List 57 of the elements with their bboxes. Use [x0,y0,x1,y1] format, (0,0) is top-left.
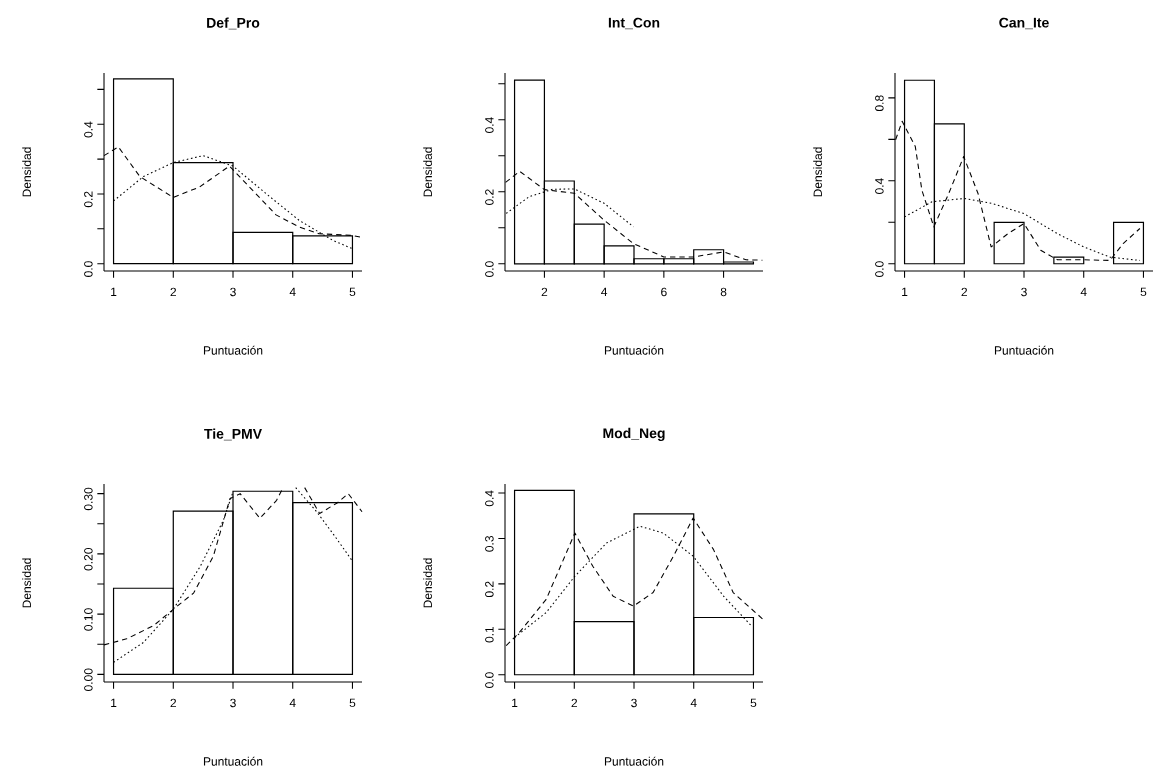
chart-title: Int_Con [608,17,660,30]
y-tick-label: 0.4 [875,178,884,195]
x-tick-label: 6 [661,287,667,297]
x-tick-label: 3 [1021,287,1027,297]
y-tick-label: 0.10 [84,608,93,631]
x-tick-label: 2 [961,287,968,297]
x-axis-title: Puntuación [203,756,263,766]
y-tick-label: 0.3 [485,536,494,552]
x-axis-title: Puntuación [203,345,263,355]
x-tick-label: 1 [111,287,117,296]
x-tick-label: 8 [720,287,727,297]
x-tick-label: 2 [170,287,177,297]
y-tick-label: 0.20 [84,548,93,571]
x-tick-label: 5 [349,698,356,708]
x-tick-label: 2 [571,698,578,708]
y-tick-label: 0.0 [875,261,884,277]
y-axis-title: Densidad [22,147,32,197]
y-tick-label: 0.2 [84,191,93,208]
x-tick-label: 4 [690,698,697,707]
x-tick-label: 1 [512,698,518,707]
x-tick-label: 5 [750,698,757,708]
y-axis-title: Densidad [423,558,433,608]
x-axis-title: Puntuación [604,345,664,355]
y-tick-label: 0.2 [485,581,494,598]
y-axis-title: Densidad [22,558,32,608]
x-tick-label: 3 [631,698,637,708]
x-tick-label: 5 [349,287,356,297]
x-tick-label: 1 [902,287,908,296]
x-tick-label: 2 [170,698,177,708]
y-tick-label: 0.8 [875,95,884,112]
y-tick-label: 0.2 [485,189,494,206]
x-tick-label: 4 [601,287,608,296]
y-axis-title: Densidad [423,147,433,197]
x-tick-label: 4 [289,698,296,707]
x-tick-label: 4 [1080,287,1087,296]
y-tick-label: 0.4 [485,117,494,134]
x-axis-title: Puntuación [994,345,1054,355]
x-tick-label: 2 [541,287,548,297]
chart-title: Tie_PMV [204,428,262,441]
y-tick-label: 0.4 [84,121,93,138]
y-tick-label: 0.30 [84,487,93,511]
y-tick-label: 0.4 [485,490,494,507]
chart-title: Def_Pro [207,17,260,30]
x-tick-label: 4 [289,287,296,296]
y-tick-label: 0.0 [84,261,93,277]
chart-title: Mod_Neg [603,427,665,441]
x-axis-title: Puntuación [604,756,664,766]
x-tick-label: 5 [1140,287,1147,297]
x-tick-label: 3 [230,287,236,297]
y-tick-label: 0.0 [485,261,494,277]
y-axis-title: Densidad [813,147,823,197]
x-tick-label: 3 [230,698,236,708]
y-tick-label: 0.00 [84,668,93,691]
x-tick-label: 1 [111,698,117,707]
y-tick-label: 0.0 [485,672,494,688]
y-tick-label: 0.1 [485,626,494,643]
chart-title: Can_Ite [999,17,1049,30]
